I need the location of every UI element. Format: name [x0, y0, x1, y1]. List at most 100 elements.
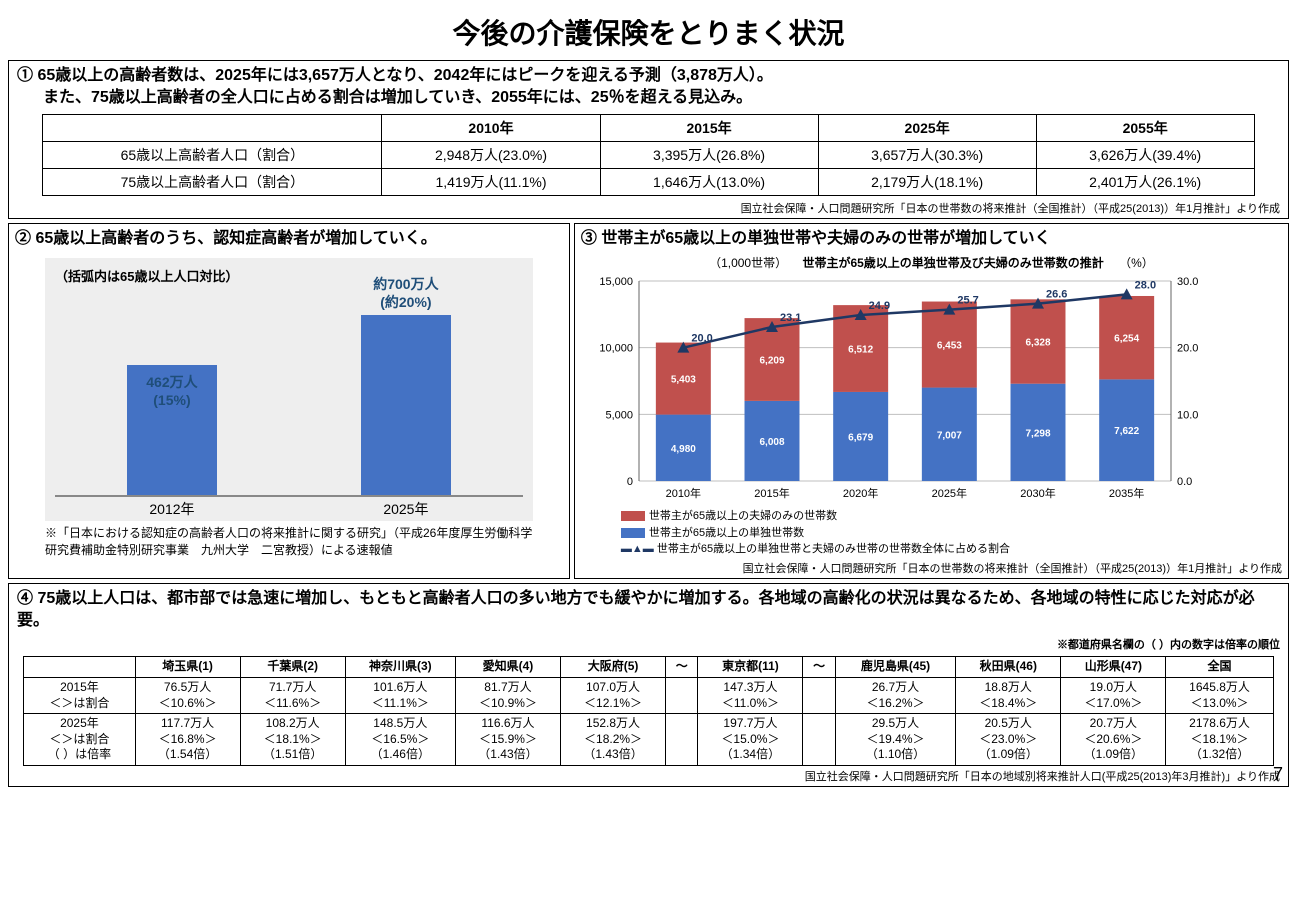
- legend-blue-label: 世帯主が65歳以上の単独世帯数: [649, 527, 804, 539]
- s4-cell: [803, 678, 835, 714]
- svg-text:2035年: 2035年: [1109, 486, 1144, 500]
- s4-col-header: 全国: [1166, 657, 1273, 678]
- s1-cell: 2,948万人(23.0%): [382, 141, 600, 168]
- s4-cell: [666, 678, 698, 714]
- s4-cell: 20.7万人 ＜20.6%＞ （1.09倍）: [1061, 714, 1166, 766]
- section-1-heading-l1: ① 65歳以上の高齢者数は、2025年には3,657万人となり、2042年にはピ…: [17, 67, 773, 84]
- s4-col-header: 大阪府(5): [561, 657, 666, 678]
- svg-text:6,328: 6,328: [1025, 338, 1050, 349]
- s4-col-header: 秋田県(46): [956, 657, 1061, 678]
- page-number: 7: [1273, 764, 1283, 785]
- svg-text:2010年: 2010年: [665, 486, 700, 500]
- s4-col-header: ～: [803, 657, 835, 678]
- bar-column: 約700万人(約20%): [312, 275, 499, 495]
- chart3-left-unit: （1,000世帯）: [709, 256, 787, 270]
- s4-col-header: 千葉県(2): [240, 657, 345, 678]
- svg-text:0: 0: [627, 476, 633, 488]
- svg-text:26.6: 26.6: [1046, 289, 1067, 301]
- section-2: ② 65歳以上高齢者のうち、認知症高齢者が増加していく。 （括弧内は65歳以上人…: [8, 223, 570, 579]
- s4-cell: 20.5万人 ＜23.0%＞ （1.09倍）: [956, 714, 1061, 766]
- s4-cell: 152.8万人 ＜18.2%＞ （1.43倍）: [561, 714, 666, 766]
- s1-col-header: 2015年: [600, 114, 818, 141]
- section-1-source: 国立社会保障・人口問題研究所「日本の世帯数の将来推計（全国推計）（平成25(20…: [17, 200, 1280, 216]
- svg-text:7,007: 7,007: [937, 430, 962, 441]
- section-1-heading-l2: また、75歳以上高齢者の全人口に占める割合は増加していき、2055年には、25％…: [43, 89, 752, 106]
- legend-line-label: 世帯主が65歳以上の単独世帯と夫婦のみ世帯の世帯数全体に占める割合: [657, 543, 1010, 555]
- stacked-bar-line-chart: 05,00010,00015,0000.010.020.030.04,9805,…: [581, 273, 1221, 503]
- s4-col-header: 鹿児島県(45): [835, 657, 955, 678]
- s4-cell: 81.7万人 ＜10.9%＞: [455, 678, 560, 714]
- svg-text:20.0: 20.0: [691, 333, 712, 345]
- section-2-footnote: ※「日本における認知症の高齢者人口の将来推計に関する研究」（平成26年度厚生労働…: [45, 525, 533, 559]
- section-3-source: 国立社会保障・人口問題研究所「日本の世帯数の将来推計（全国推計）（平成25(20…: [581, 560, 1282, 576]
- section-1-table: 2010年2015年2025年2055年 65歳以上高齢者人口（割合）2,948…: [42, 114, 1254, 196]
- s1-cell: 1,419万人(11.1%): [382, 168, 600, 195]
- svg-text:5,000: 5,000: [605, 410, 633, 422]
- s1-col-header: 2025年: [818, 114, 1036, 141]
- section-3-heading: ③ 世帯主が65歳以上の単独世帯や夫婦のみの世帯が増加していく: [581, 228, 1282, 250]
- svg-text:20.0: 20.0: [1177, 343, 1198, 355]
- section-3-chart-title: （1,000世帯） 世帯主が65歳以上の単独世帯及び夫婦のみ世帯数の推計 （%）: [581, 254, 1282, 271]
- s4-cell: 76.5万人 ＜10.6%＞: [135, 678, 240, 714]
- s4-cell: 71.7万人 ＜11.6%＞: [240, 678, 345, 714]
- section-2-chart: （括弧内は65歳以上人口対比） 462万人(15%)約700万人(約20%) 2…: [45, 258, 533, 521]
- chart3-right-unit: （%）: [1119, 256, 1154, 270]
- s4-cell: 101.6万人 ＜11.1%＞: [345, 678, 455, 714]
- section-3-chart: 05,00010,00015,0000.010.020.030.04,9805,…: [581, 273, 1282, 506]
- s1-cell: 1,646万人(13.0%): [600, 168, 818, 195]
- svg-text:2030年: 2030年: [1020, 486, 1055, 500]
- s4-col-header: [24, 657, 135, 678]
- s4-cell: 19.0万人 ＜17.0%＞: [1061, 678, 1166, 714]
- bar-x-label: 2012年: [78, 499, 265, 519]
- s4-cell: [803, 714, 835, 766]
- s4-col-header: 愛知県(4): [455, 657, 560, 678]
- svg-text:23.1: 23.1: [780, 312, 801, 324]
- s4-col-header: 山形県(47): [1061, 657, 1166, 678]
- bar-label-above: 約700万人(約20%): [373, 275, 438, 311]
- svg-text:6,209: 6,209: [759, 356, 784, 367]
- section-2-heading: ② 65歳以上高齢者のうち、認知症高齢者が増加していく。: [15, 228, 563, 250]
- bar-label-inside: 462万人(15%): [127, 373, 217, 409]
- section-4-subnote: ※都道府県名欄の（ ）内の数字は倍率の順位: [17, 636, 1280, 652]
- svg-text:6,512: 6,512: [848, 345, 873, 356]
- section-4: ④ 75歳以上人口は、都市部では急速に増加し、もともと高齢者人口の多い地方でも緩…: [8, 583, 1289, 787]
- svg-text:2020年: 2020年: [843, 486, 878, 500]
- s4-cell: 117.7万人 ＜16.8%＞ （1.54倍）: [135, 714, 240, 766]
- s1-cell: 75歳以上高齢者人口（割合）: [43, 168, 382, 195]
- svg-text:30.0: 30.0: [1177, 276, 1198, 288]
- svg-text:6,008: 6,008: [759, 437, 784, 448]
- svg-text:6,453: 6,453: [937, 341, 962, 352]
- svg-text:4,980: 4,980: [671, 444, 696, 455]
- section-4-source: 国立社会保障・人口問題研究所「日本の地域別将来推計人口(平成25(2013)年3…: [17, 768, 1280, 784]
- svg-text:7,298: 7,298: [1025, 429, 1050, 440]
- section-3-legend: 世帯主が65歳以上の夫婦のみの世帯数 世帯主が65歳以上の単独世帯数 ▬▲▬ 世…: [621, 508, 1282, 558]
- bar-rect: 462万人(15%): [127, 365, 217, 495]
- s4-cell: 116.6万人 ＜15.9%＞ （1.43倍）: [455, 714, 560, 766]
- s4-col-header: ～: [666, 657, 698, 678]
- svg-text:6,254: 6,254: [1114, 334, 1139, 345]
- s4-cell: 147.3万人 ＜11.0%＞: [698, 678, 803, 714]
- s4-row-header: 2025年 ＜＞は割合 （ ）は倍率: [24, 714, 135, 766]
- s4-row-header: 2015年 ＜＞は割合: [24, 678, 135, 714]
- section-1: ① 65歳以上の高齢者数は、2025年には3,657万人となり、2042年にはピ…: [8, 60, 1289, 219]
- chart3-mid-title: 世帯主が65歳以上の単独世帯及び夫婦のみ世帯数の推計: [802, 256, 1103, 270]
- bar-x-label: 2025年: [312, 499, 499, 519]
- svg-text:15,000: 15,000: [599, 276, 633, 288]
- section-3: ③ 世帯主が65歳以上の単独世帯や夫婦のみの世帯が増加していく （1,000世帯…: [574, 223, 1289, 579]
- s4-cell: 108.2万人 ＜18.1%＞ （1.51倍）: [240, 714, 345, 766]
- s1-col-header: 2010年: [382, 114, 600, 141]
- section-4-heading: ④ 75歳以上人口は、都市部では急速に増加し、もともと高齢者人口の多い地方でも緩…: [17, 588, 1280, 633]
- svg-text:25.7: 25.7: [957, 295, 978, 307]
- s4-col-header: 神奈川県(3): [345, 657, 455, 678]
- s4-cell: 197.7万人 ＜15.0%＞ （1.34倍）: [698, 714, 803, 766]
- s4-cell: 1645.8万人 ＜13.0%＞: [1166, 678, 1273, 714]
- s4-cell: 2178.6万人 ＜18.1%＞ （1.32倍）: [1166, 714, 1273, 766]
- legend-red-swatch: [621, 511, 645, 521]
- svg-text:2015年: 2015年: [754, 486, 789, 500]
- s4-cell: 107.0万人 ＜12.1%＞: [561, 678, 666, 714]
- section-4-table: 埼玉県(1)千葉県(2)神奈川県(3)愛知県(4)大阪府(5)～東京都(11)～…: [23, 656, 1273, 766]
- page-title: 今後の介護保険をとりまく状況: [8, 12, 1289, 52]
- svg-text:10,000: 10,000: [599, 343, 633, 355]
- svg-text:10.0: 10.0: [1177, 410, 1198, 422]
- legend-red-label: 世帯主が65歳以上の夫婦のみの世帯数: [649, 510, 837, 522]
